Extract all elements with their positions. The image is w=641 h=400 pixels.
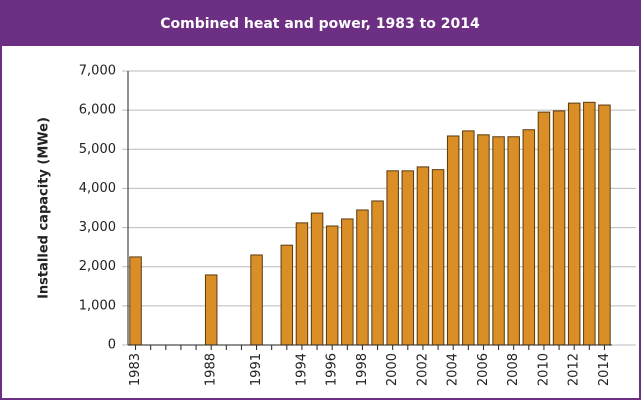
bar — [492, 136, 505, 346]
y-tick-label: 5,000 — [79, 142, 116, 157]
x-tick-label: 1998 — [355, 353, 370, 386]
y-tick-label: 6,000 — [79, 103, 116, 118]
bar — [386, 170, 399, 346]
header — [0, 0, 641, 46]
y-axis-label: Installed capacity (MWe) — [37, 117, 52, 299]
chart-title: Combined heat and power, 1983 to 2014 — [160, 16, 480, 32]
x-tick-label: 2010 — [536, 353, 551, 386]
bar — [507, 136, 520, 346]
bar — [598, 104, 611, 346]
x-tick-label: 1988 — [204, 353, 219, 386]
bar — [341, 218, 354, 346]
x-tick-label: 2000 — [385, 353, 400, 386]
bar — [431, 169, 445, 346]
y-tick-label: 1,000 — [79, 298, 116, 313]
bar — [552, 110, 566, 346]
y-tick-label: 7,000 — [79, 64, 116, 79]
bar — [567, 102, 581, 346]
bar — [280, 244, 294, 346]
bar — [310, 212, 324, 346]
bar — [401, 170, 415, 346]
x-tick-label: 2008 — [506, 353, 521, 386]
bar — [295, 222, 309, 346]
x-tick-label: 1983 — [128, 353, 143, 386]
bar — [583, 101, 596, 346]
x-tick-label: 1996 — [325, 353, 340, 386]
bar — [129, 256, 142, 346]
bar — [416, 166, 430, 346]
bar — [371, 200, 384, 346]
y-tick-label: 0 — [108, 338, 116, 353]
bar — [325, 225, 339, 346]
x-tick-label: 2014 — [597, 353, 612, 386]
bar — [356, 209, 369, 346]
bar — [204, 274, 218, 346]
x-tick-label: 1991 — [249, 353, 264, 386]
bar — [522, 129, 536, 346]
y-tick-label: 3,000 — [79, 220, 116, 235]
bar — [537, 111, 551, 346]
x-tick-label: 2006 — [476, 353, 491, 386]
x-tick-label: 2002 — [415, 353, 430, 386]
bar — [477, 134, 490, 346]
y-tick-label: 2,000 — [79, 259, 116, 274]
bar — [446, 135, 460, 346]
bar — [462, 130, 475, 346]
x-tick-label: 2004 — [446, 353, 461, 386]
y-tick-label: 4,000 — [79, 181, 116, 196]
x-tick-label: 2012 — [567, 353, 582, 386]
x-tick-label: 1994 — [294, 353, 309, 386]
bar — [250, 254, 263, 346]
